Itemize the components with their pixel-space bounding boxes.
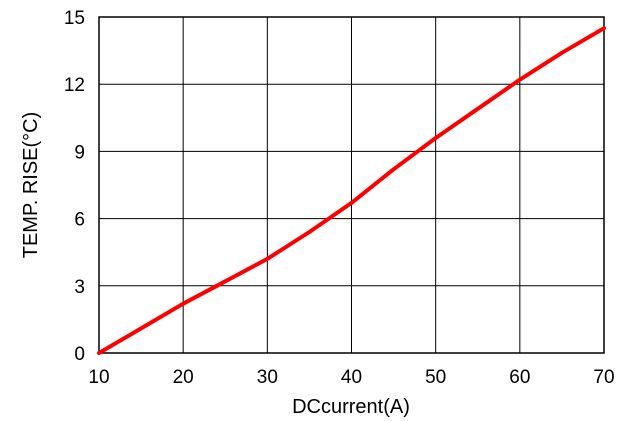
y-tick-label: 12 — [64, 75, 85, 96]
x-axis-title: DCcurrent(A) — [292, 396, 410, 418]
y-tick-label: 15 — [64, 8, 85, 29]
series-line — [97, 26, 606, 355]
x-tick-label: 70 — [593, 367, 614, 388]
x-tick-label: 50 — [425, 367, 446, 388]
x-tick-label: 40 — [341, 367, 362, 388]
x-tick-labels: 10 20 30 40 50 60 70 — [88, 367, 614, 388]
y-tick-labels: 0 3 6 9 12 15 — [64, 8, 85, 365]
plot-frame — [98, 16, 605, 354]
y-tick-label: 3 — [74, 277, 85, 298]
x-tick-label: 20 — [173, 367, 194, 388]
x-tick-label: 60 — [509, 367, 530, 388]
y-tick-label: 6 — [74, 210, 85, 231]
y-axis-title: TEMP. RISE(°C) — [20, 112, 42, 259]
y-tick-label: 0 — [74, 344, 85, 365]
y-tick-label: 9 — [74, 142, 85, 163]
x-tick-label: 10 — [88, 367, 109, 388]
x-tick-label: 30 — [257, 367, 278, 388]
series-layer — [97, 26, 606, 355]
